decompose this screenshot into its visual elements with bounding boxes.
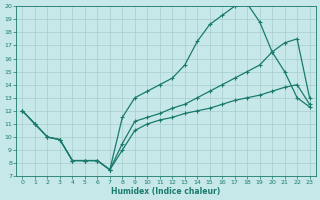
X-axis label: Humidex (Indice chaleur): Humidex (Indice chaleur)	[111, 187, 221, 196]
